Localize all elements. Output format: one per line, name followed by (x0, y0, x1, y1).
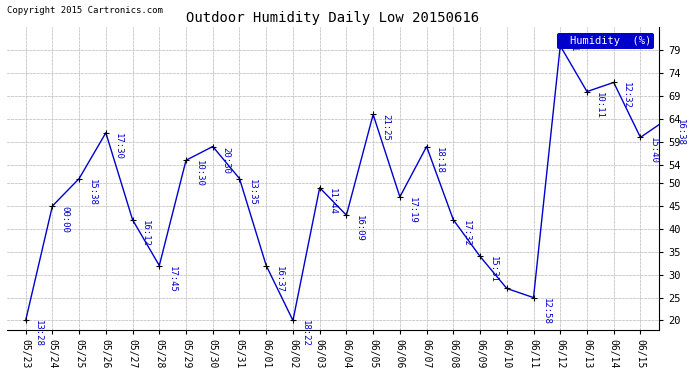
Text: 18:22: 18:22 (302, 321, 310, 347)
Text: 15:38: 15:38 (88, 178, 97, 206)
Text: 16:09: 16:09 (355, 215, 364, 242)
Text: 18:18: 18:18 (435, 147, 444, 173)
Legend: Humidity  (%): Humidity (%) (557, 33, 654, 49)
Text: 00:00: 00:00 (61, 206, 70, 233)
Text: 11:44: 11:44 (328, 188, 337, 214)
Text: 15:40: 15:40 (649, 137, 658, 164)
Text: 12:58: 12:58 (542, 298, 551, 324)
Text: 17:45: 17:45 (168, 266, 177, 292)
Text: 1: 1 (569, 46, 578, 51)
Text: 13:35: 13:35 (248, 178, 257, 206)
Title: Outdoor Humidity Daily Low 20150616: Outdoor Humidity Daily Low 20150616 (186, 11, 480, 25)
Text: 16:38: 16:38 (676, 119, 684, 146)
Text: 17:30: 17:30 (114, 133, 124, 160)
Text: 16:12: 16:12 (141, 220, 150, 247)
Text: 10:30: 10:30 (195, 160, 204, 187)
Text: 21:25: 21:25 (382, 114, 391, 141)
Text: 17:32: 17:32 (462, 220, 471, 247)
Text: 17:19: 17:19 (408, 197, 417, 224)
Text: 15:31: 15:31 (489, 256, 497, 283)
Text: 12:32: 12:32 (622, 82, 631, 109)
Text: 16:37: 16:37 (275, 266, 284, 292)
Text: Copyright 2015 Cartronics.com: Copyright 2015 Cartronics.com (7, 6, 163, 15)
Text: 10:11: 10:11 (595, 92, 604, 118)
Text: 20:30: 20:30 (221, 147, 230, 173)
Text: 13:28: 13:28 (34, 321, 43, 347)
